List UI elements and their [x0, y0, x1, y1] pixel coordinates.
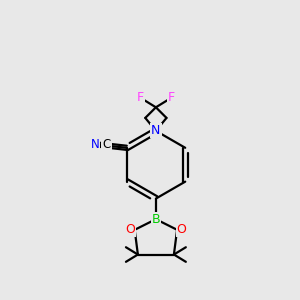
Text: O: O — [125, 223, 135, 236]
Text: O: O — [177, 223, 186, 236]
Text: N: N — [90, 138, 99, 151]
Text: F: F — [168, 92, 175, 104]
Text: N: N — [151, 124, 160, 137]
Text: F: F — [137, 92, 144, 104]
Text: C: C — [102, 138, 111, 151]
Text: B: B — [152, 213, 160, 226]
